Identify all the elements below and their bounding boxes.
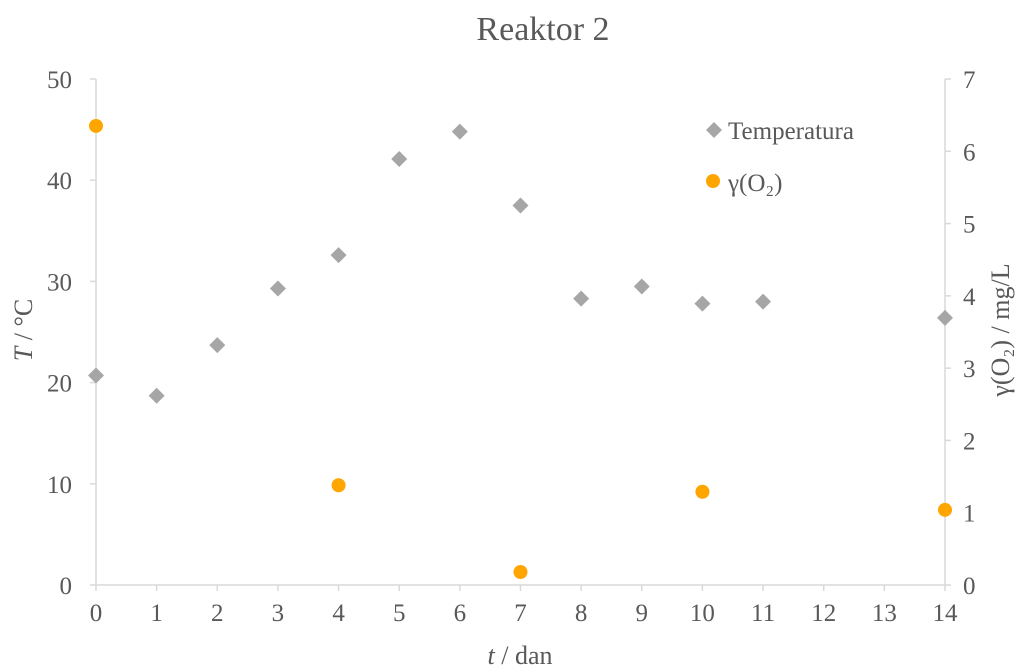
- x-tick-label: 6: [454, 600, 467, 627]
- y2-tick-label: 7: [963, 67, 976, 94]
- legend-marker-oxygen: [706, 174, 720, 188]
- y-tick-label: 30: [47, 269, 72, 296]
- temperatura-point: [209, 337, 226, 354]
- chart-title: Reaktor 2: [476, 11, 609, 48]
- x-tick-label: 14: [933, 600, 959, 627]
- x-tick-label: 7: [514, 600, 527, 627]
- legend-item-oxygen: γ(O₂): [706, 170, 782, 197]
- y-tick-label: 40: [47, 168, 72, 195]
- y2-axis-ticks: 0 1 2 3 4 5 6 7: [945, 67, 976, 600]
- oxygen-point: [331, 478, 346, 493]
- x-tick-label: 0: [90, 600, 103, 627]
- y2-tick-label: 3: [963, 356, 976, 383]
- y2-tick-label: 4: [963, 284, 976, 311]
- temperatura-point: [755, 293, 772, 310]
- temperatura-point: [512, 197, 529, 214]
- temperatura-point: [937, 309, 953, 326]
- temperatura-point: [269, 280, 286, 297]
- x-tick-label: 11: [751, 600, 775, 627]
- y2-tick-label: 2: [963, 428, 976, 455]
- series-oxygen: [89, 118, 952, 579]
- x-axis-label: t / dan: [488, 641, 553, 670]
- temperatura-point: [330, 247, 347, 264]
- legend-marker-temperatura: [706, 122, 722, 138]
- legend-label-temperatura: Temperatura: [728, 118, 854, 145]
- legend-item-temperatura: Temperatura: [706, 118, 854, 145]
- x-tick-label: 3: [272, 600, 285, 627]
- temperatura-point: [148, 387, 165, 404]
- y-tick-label: 20: [47, 371, 72, 398]
- x-tick-label: 10: [690, 600, 715, 627]
- oxygen-point: [695, 484, 710, 499]
- oxygen-point: [513, 564, 528, 579]
- y-tick-label: 0: [60, 573, 73, 600]
- y-axis-ticks: 0 10 20 30 40 50: [47, 67, 96, 600]
- x-axis-ticks: 0 1 2 3 4 5 6 7 8 9 10 11 12 13 14: [90, 585, 958, 627]
- x-tick-label: 9: [636, 600, 649, 627]
- y-axis-label: T / °C: [9, 299, 38, 361]
- temperatura-point: [88, 367, 104, 384]
- x-tick-label: 2: [211, 600, 224, 627]
- x-tick-label: 12: [811, 600, 836, 627]
- series-temperatura: [88, 123, 953, 404]
- x-tick-label: 4: [332, 600, 345, 627]
- legend-label-oxygen: γ(O₂): [727, 170, 782, 197]
- y-tick-label: 10: [47, 472, 72, 499]
- oxygen-point: [89, 118, 103, 133]
- legend: Temperatura γ(O₂): [706, 118, 854, 197]
- temperatura-point: [451, 123, 468, 140]
- y-tick-label: 50: [47, 67, 72, 94]
- x-tick-label: 8: [575, 600, 588, 627]
- y2-tick-label: 6: [963, 139, 976, 166]
- y2-tick-label: 0: [963, 573, 976, 600]
- x-tick-label: 5: [393, 600, 406, 627]
- y2-tick-label: 1: [963, 501, 976, 528]
- y2-axis-label: γ(O₂) / mg/L: [986, 263, 1015, 397]
- x-tick-label: 1: [150, 600, 163, 627]
- plot-area: [95, 79, 946, 586]
- temperatura-point: [573, 290, 590, 307]
- temperatura-point: [694, 295, 711, 312]
- oxygen-point: [938, 502, 952, 517]
- temperatura-point: [391, 150, 408, 167]
- temperatura-point: [633, 278, 650, 295]
- x-tick-label: 13: [872, 600, 897, 627]
- y2-tick-label: 5: [963, 212, 976, 239]
